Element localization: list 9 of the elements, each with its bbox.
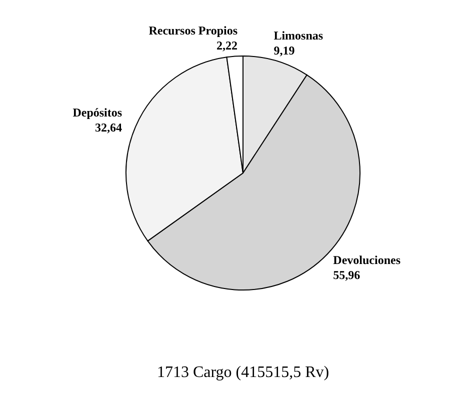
slice-label: Depósitos [72, 105, 122, 120]
slice-label: Recursos Propios [148, 23, 238, 38]
text: 1713 Cargo (415515,5 Rv) [156, 364, 330, 381]
data-label: 32,64 [95, 120, 122, 134]
slice-label: Devoluciones [333, 253, 401, 268]
data-label: 9,19 [274, 44, 295, 58]
data-label: 55,96 [333, 268, 360, 282]
data-label: 2,22 [216, 38, 238, 52]
slice-label: Limosnas [274, 28, 324, 43]
